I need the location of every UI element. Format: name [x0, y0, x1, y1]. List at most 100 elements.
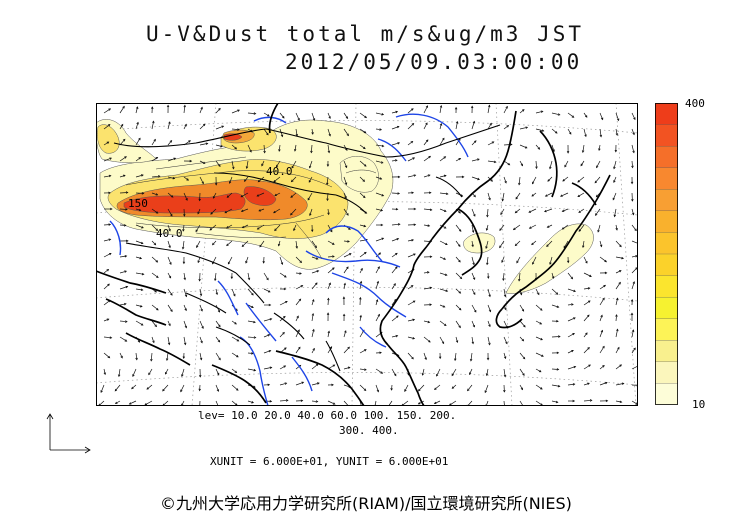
- wind-arrow-head: [315, 257, 319, 260]
- wind-arrow: [439, 123, 442, 130]
- wind-arrow: [535, 368, 542, 373]
- wind-arrow-head: [124, 270, 128, 273]
- wind-arrow-head: [199, 357, 203, 361]
- wind-arrow-head: [217, 372, 220, 376]
- wind-arrow: [311, 382, 320, 386]
- wind-arrow: [212, 240, 217, 246]
- wind-arrow-head: [560, 194, 563, 197]
- wind-arrow: [518, 176, 521, 185]
- wind-arrow-head: [404, 389, 407, 392]
- wind-arrow: [513, 224, 521, 230]
- dust-korea-low: [463, 232, 496, 254]
- wind-arrow: [503, 288, 506, 297]
- wind-arrow: [612, 192, 617, 200]
- wind-arrow: [247, 400, 254, 404]
- wind-arrow: [562, 208, 569, 212]
- wind-arrow-head: [474, 310, 477, 313]
- wind-arrow: [215, 108, 221, 114]
- wind-arrow: [391, 283, 396, 290]
- wind-arrow-head: [557, 113, 561, 116]
- wind-arrow: [583, 300, 591, 306]
- unit-vector-text: XUNIT = 6.000E+01, YUNIT = 6.000E+01: [210, 455, 449, 468]
- wind-arrow-head: [198, 374, 202, 378]
- wind-arrow-head: [156, 275, 159, 278]
- wind-arrow: [582, 144, 585, 153]
- wind-arrow-head: [261, 163, 264, 167]
- wind-arrow: [471, 158, 480, 162]
- wind-arrow-head: [183, 342, 187, 346]
- wind-arrow: [167, 240, 171, 248]
- wind-arrow: [544, 208, 553, 212]
- wind-arrow: [103, 175, 111, 178]
- contour-levels-line1: lev= 10.0 20.0 40.0 60.0 100. 150. 200.: [198, 409, 457, 422]
- wind-arrow-head: [506, 125, 510, 128]
- wind-arrow-head: [633, 117, 636, 121]
- wind-arrow-head: [328, 282, 331, 286]
- wind-arrow: [551, 128, 558, 134]
- wind-arrow-head: [395, 266, 398, 269]
- wind-arrow-head: [584, 134, 587, 138]
- wind-arrow: [103, 124, 111, 130]
- wind-arrow-head: [578, 229, 582, 232]
- wind-arrow-head: [537, 292, 540, 296]
- wind-arrow: [167, 288, 173, 296]
- wind-arrow: [532, 256, 537, 265]
- wind-arrow-head: [170, 309, 173, 312]
- wind-arrow-head: [596, 165, 599, 169]
- wind-arrow: [631, 224, 637, 231]
- wind-arrow-head: [613, 180, 616, 183]
- wind-arrow-head: [180, 389, 183, 393]
- wind-arrow: [118, 368, 121, 377]
- wind-arrow-head: [425, 139, 429, 142]
- wind-arrow-head: [411, 238, 415, 242]
- wind-arrow: [471, 288, 476, 295]
- wind-arrow: [599, 298, 605, 306]
- wind-arrow: [439, 240, 448, 246]
- wind-arrow-head: [395, 207, 399, 211]
- wind-arrow-head: [198, 198, 201, 202]
- wind-arrow-head: [487, 276, 490, 279]
- wind-arrow-head: [503, 374, 507, 378]
- wind-arrow-head: [278, 149, 281, 152]
- wind-arrow-head: [346, 133, 349, 137]
- wind-arrow-head: [434, 387, 437, 390]
- wind-arrow-head: [310, 150, 313, 154]
- wind-arrow-head: [362, 179, 365, 182]
- wind-arrow-head: [537, 147, 541, 150]
- wind-arrow: [311, 299, 315, 306]
- dust-plume-peak: [123, 192, 246, 214]
- wind-arrow-head: [233, 293, 236, 297]
- wind-arrow: [310, 144, 313, 153]
- wind-arrow-head: [124, 254, 128, 258]
- wind-arrow: [226, 192, 233, 198]
- wind-arrow-head: [269, 366, 273, 369]
- wind-arrow: [327, 346, 333, 354]
- wind-arrow-head: [269, 317, 273, 321]
- wind-arrow-head: [429, 208, 433, 212]
- wind-arrow: [563, 240, 569, 248]
- wind-arrow: [132, 368, 137, 377]
- wind-arrow: [567, 350, 574, 354]
- wind-arrow-head: [155, 157, 159, 160]
- wind-arrow: [471, 140, 477, 146]
- wind-arrow-head: [436, 373, 439, 377]
- wind-arrow: [215, 125, 224, 130]
- wind-arrow-head: [285, 301, 288, 304]
- wind-arrow: [391, 266, 398, 274]
- wind-arrow: [455, 240, 461, 247]
- wind-arrow-head: [499, 228, 502, 231]
- wind-arrow-head: [141, 226, 144, 229]
- wind-arrow: [471, 224, 474, 233]
- wind-arrow-head: [597, 229, 600, 233]
- wind-arrow-head: [327, 330, 331, 334]
- wind-arrow: [295, 256, 302, 263]
- wind-arrow-head: [155, 211, 159, 214]
- chart-title: U-V&Dust total m/s&ug/m3 JST: [146, 22, 585, 46]
- wind-arrow: [131, 384, 137, 390]
- wind-arrow-head: [417, 402, 421, 405]
- wind-arrow-head: [332, 402, 336, 405]
- wind-arrow-head: [425, 105, 429, 108]
- wind-arrow: [231, 400, 238, 406]
- wind-arrow-head: [363, 146, 366, 150]
- wind-arrow: [503, 160, 510, 166]
